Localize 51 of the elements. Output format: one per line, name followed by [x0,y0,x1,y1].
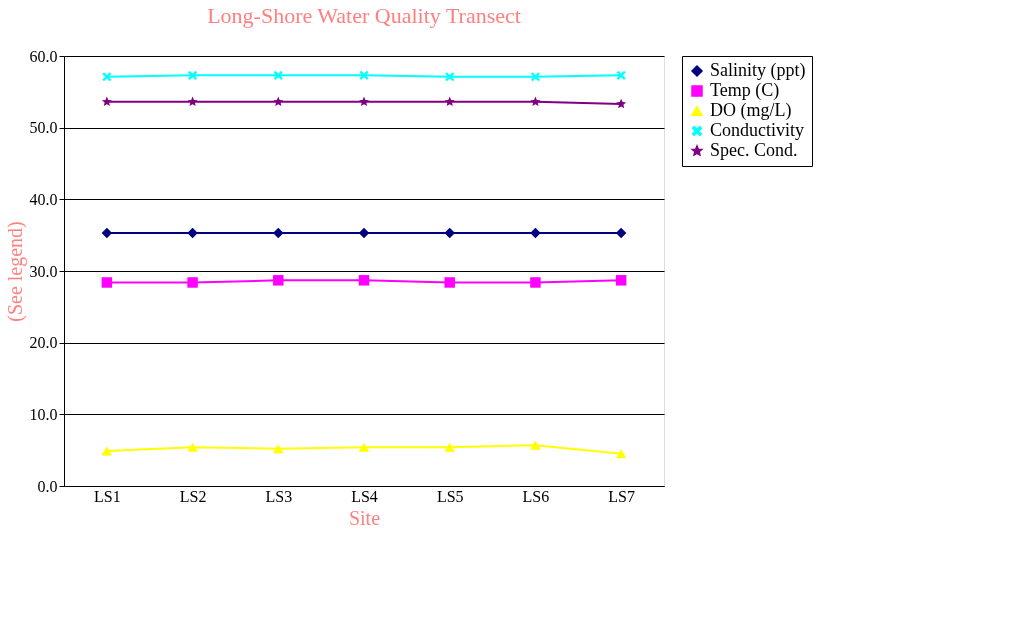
x-tick-label: LS6 [522,487,550,505]
x-tick-label: LS1 [94,487,121,505]
point [444,277,455,288]
point [616,70,626,80]
point [358,442,370,452]
x-tick-label: LS2 [179,487,207,505]
point [101,96,112,107]
x-tick-label: LS3 [265,487,293,505]
legend-label: Spec. Cond. [710,140,798,160]
x-tick-label: LS7 [608,487,635,505]
y-tick-label: 50.0 [29,119,58,137]
legend-label: Temp (C) [710,80,780,101]
point [444,96,455,107]
y-tick-label: 40.0 [29,190,58,208]
point [273,444,284,454]
y-axis-title: (See legend) [3,221,27,322]
y-tick-label: 0.0 [37,477,58,495]
x-tick-label: LS4 [351,487,378,505]
legend-label: Salinity (ppt) [710,60,806,81]
point [444,442,455,452]
legend-label: DO (mg/L) [710,100,792,121]
point [101,446,113,456]
point [359,96,369,107]
x-axis-title: Site [348,506,381,529]
y-tick-label: 10.0 [29,405,58,423]
point [187,96,198,107]
point [444,227,455,239]
point [445,72,455,82]
point [530,227,541,239]
point [187,277,198,288]
y-tick-label: 60.0 [29,47,58,65]
point [273,227,284,239]
y-tick-label: 20.0 [29,334,58,352]
point [273,96,284,107]
point [358,227,370,239]
point [530,440,541,450]
point [358,275,370,286]
point [187,227,198,239]
point [187,442,198,452]
chart-title: Long-Shore Water Quality Transect [207,3,521,28]
point [273,70,283,80]
y-tick-label: 30.0 [29,262,58,280]
legend-label: Conductivity [710,120,804,140]
point [616,98,627,109]
x-tick-label: LS5 [436,487,464,505]
point [530,277,541,288]
point [273,275,284,286]
point [615,275,627,286]
point [615,449,627,459]
point [530,96,541,107]
point [101,277,113,288]
